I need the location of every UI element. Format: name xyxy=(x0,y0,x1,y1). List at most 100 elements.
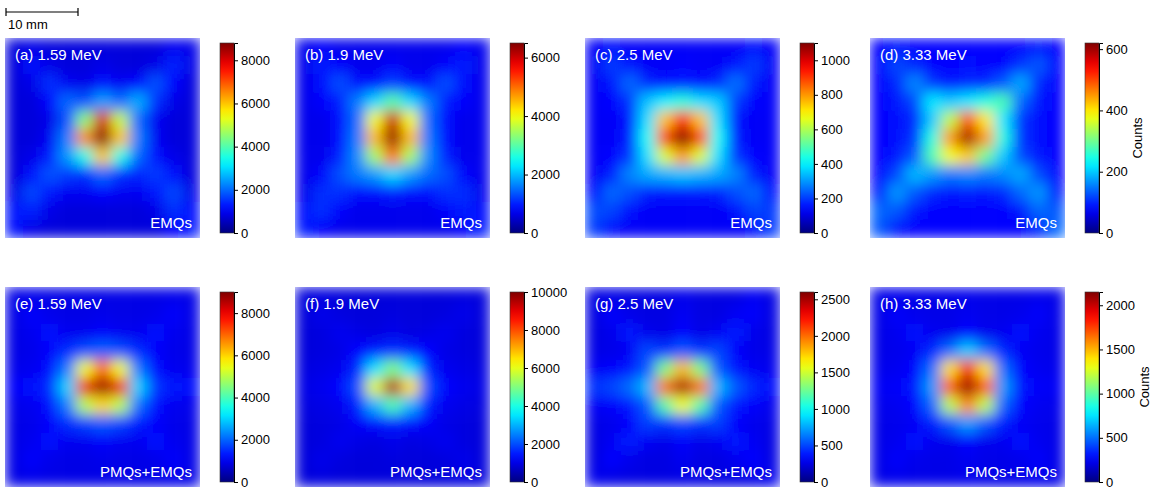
heatmap-cell xyxy=(401,360,419,379)
colorbar-tick-mark xyxy=(524,444,528,445)
heatmap-cell xyxy=(959,360,977,379)
heatmap-cell xyxy=(923,360,941,379)
heatmap-cell xyxy=(437,287,455,306)
heatmap-cell xyxy=(709,183,727,202)
heatmap xyxy=(5,38,200,238)
colorbar-tick-label: 0 xyxy=(241,226,248,241)
heatmap-cell xyxy=(976,360,994,379)
heatmap-cell xyxy=(1030,378,1048,397)
heatmap-cell xyxy=(620,129,638,148)
heatmap-cell xyxy=(638,220,656,238)
heatmap-cell xyxy=(147,360,165,379)
heatmap-cell xyxy=(994,323,1012,342)
colorbar-tick: 0 xyxy=(1099,226,1113,241)
heatmap-cell xyxy=(888,74,906,93)
heatmap-cell xyxy=(691,432,709,451)
colorbar-tick-label: 2000 xyxy=(821,329,850,344)
heatmap-cell xyxy=(1012,38,1030,57)
heatmap-cell xyxy=(366,220,384,238)
heatmap-cell xyxy=(401,305,419,324)
heatmap-cell xyxy=(111,93,129,112)
heatmap-cell xyxy=(129,396,147,415)
heatmap-cell xyxy=(941,360,959,379)
heatmap-cell xyxy=(1047,378,1065,397)
heatmap-cell xyxy=(295,220,313,238)
heatmap-cell xyxy=(129,287,147,306)
heatmap-cell xyxy=(76,342,94,361)
heatmap-cell xyxy=(111,342,129,361)
colorbar-tick-label: 0 xyxy=(821,475,828,490)
heatmap-cell xyxy=(384,111,402,130)
heatmap-cell xyxy=(366,183,384,202)
heatmap-cell xyxy=(313,183,331,202)
heatmap-cell xyxy=(182,287,200,306)
heatmap-cell xyxy=(905,378,923,397)
heatmap-cell xyxy=(58,129,76,148)
heatmap-cell xyxy=(674,432,692,451)
heatmap-cell xyxy=(295,111,313,130)
heatmap-cell xyxy=(905,323,923,342)
colorbar-tick: 1000 xyxy=(1099,386,1135,401)
colorbar-tick-label: 400 xyxy=(1106,103,1128,118)
colorbar-tick-label: 1000 xyxy=(821,402,850,417)
heatmap-cell xyxy=(401,220,419,238)
heatmap-cell xyxy=(58,451,76,470)
heatmap-cell xyxy=(1012,183,1030,202)
heatmap-cell xyxy=(455,129,473,148)
heatmap xyxy=(295,287,490,487)
heatmap-cell xyxy=(23,414,41,433)
heatmap-cell xyxy=(905,396,923,415)
colorbar-tick: 2000 xyxy=(524,167,560,182)
heatmap-cell xyxy=(419,74,437,93)
heatmap-cell xyxy=(585,74,603,93)
colorbar-tick-label: 200 xyxy=(1106,164,1128,179)
heatmap-cell xyxy=(147,183,165,202)
colorbar-tick: 2500 xyxy=(814,292,850,307)
heatmap-cell xyxy=(147,323,165,342)
heatmap-cell xyxy=(745,414,763,433)
heatmap-cell xyxy=(638,378,656,397)
heatmap-cell xyxy=(923,451,941,470)
heatmap xyxy=(870,38,1065,238)
heatmap-cell xyxy=(23,323,41,342)
heatmap-cell xyxy=(727,129,745,148)
heatmap-cell xyxy=(603,147,621,166)
heatmap-cell xyxy=(437,56,455,75)
heatmap-cell xyxy=(1047,165,1065,184)
heatmap-cell xyxy=(76,414,94,433)
heatmap-cell xyxy=(976,220,994,238)
heatmap-cell xyxy=(1047,147,1065,166)
colorbar-gradient xyxy=(800,43,814,233)
colorbar-tick-label: 1500 xyxy=(1106,342,1135,357)
heatmap-cell xyxy=(620,165,638,184)
heatmap-cell xyxy=(674,305,692,324)
colorbar-tick-label: 8000 xyxy=(531,323,560,338)
heatmap-cell xyxy=(23,202,41,221)
heatmap-cell xyxy=(709,56,727,75)
heatmap-cell xyxy=(620,323,638,342)
heatmap-cell xyxy=(691,38,709,57)
heatmap-cell xyxy=(330,323,348,342)
heatmap-cell xyxy=(165,432,183,451)
colorbar-tick-label: 400 xyxy=(821,157,843,172)
heatmap-cell xyxy=(129,432,147,451)
heatmap-cell xyxy=(5,396,23,415)
heatmap-cell xyxy=(674,342,692,361)
heatmap-cell xyxy=(1012,342,1030,361)
heatmap-cell xyxy=(94,378,112,397)
heatmap-cell xyxy=(295,360,313,379)
heatmap-cell xyxy=(348,111,366,130)
heatmap-cell xyxy=(313,323,331,342)
colorbar-gradient xyxy=(1085,292,1099,482)
heatmap-cell xyxy=(762,323,780,342)
heatmap-cell xyxy=(366,74,384,93)
heatmap-cell xyxy=(40,111,58,130)
heatmap-cell xyxy=(472,378,490,397)
heatmap-cell xyxy=(976,378,994,397)
heatmap-cell xyxy=(348,432,366,451)
heatmap-cell xyxy=(585,183,603,202)
colorbar-tick: 2000 xyxy=(1099,298,1135,313)
heatmap-cell xyxy=(976,305,994,324)
heatmap-cell xyxy=(5,469,23,487)
colorbar-axis-line xyxy=(525,44,529,234)
